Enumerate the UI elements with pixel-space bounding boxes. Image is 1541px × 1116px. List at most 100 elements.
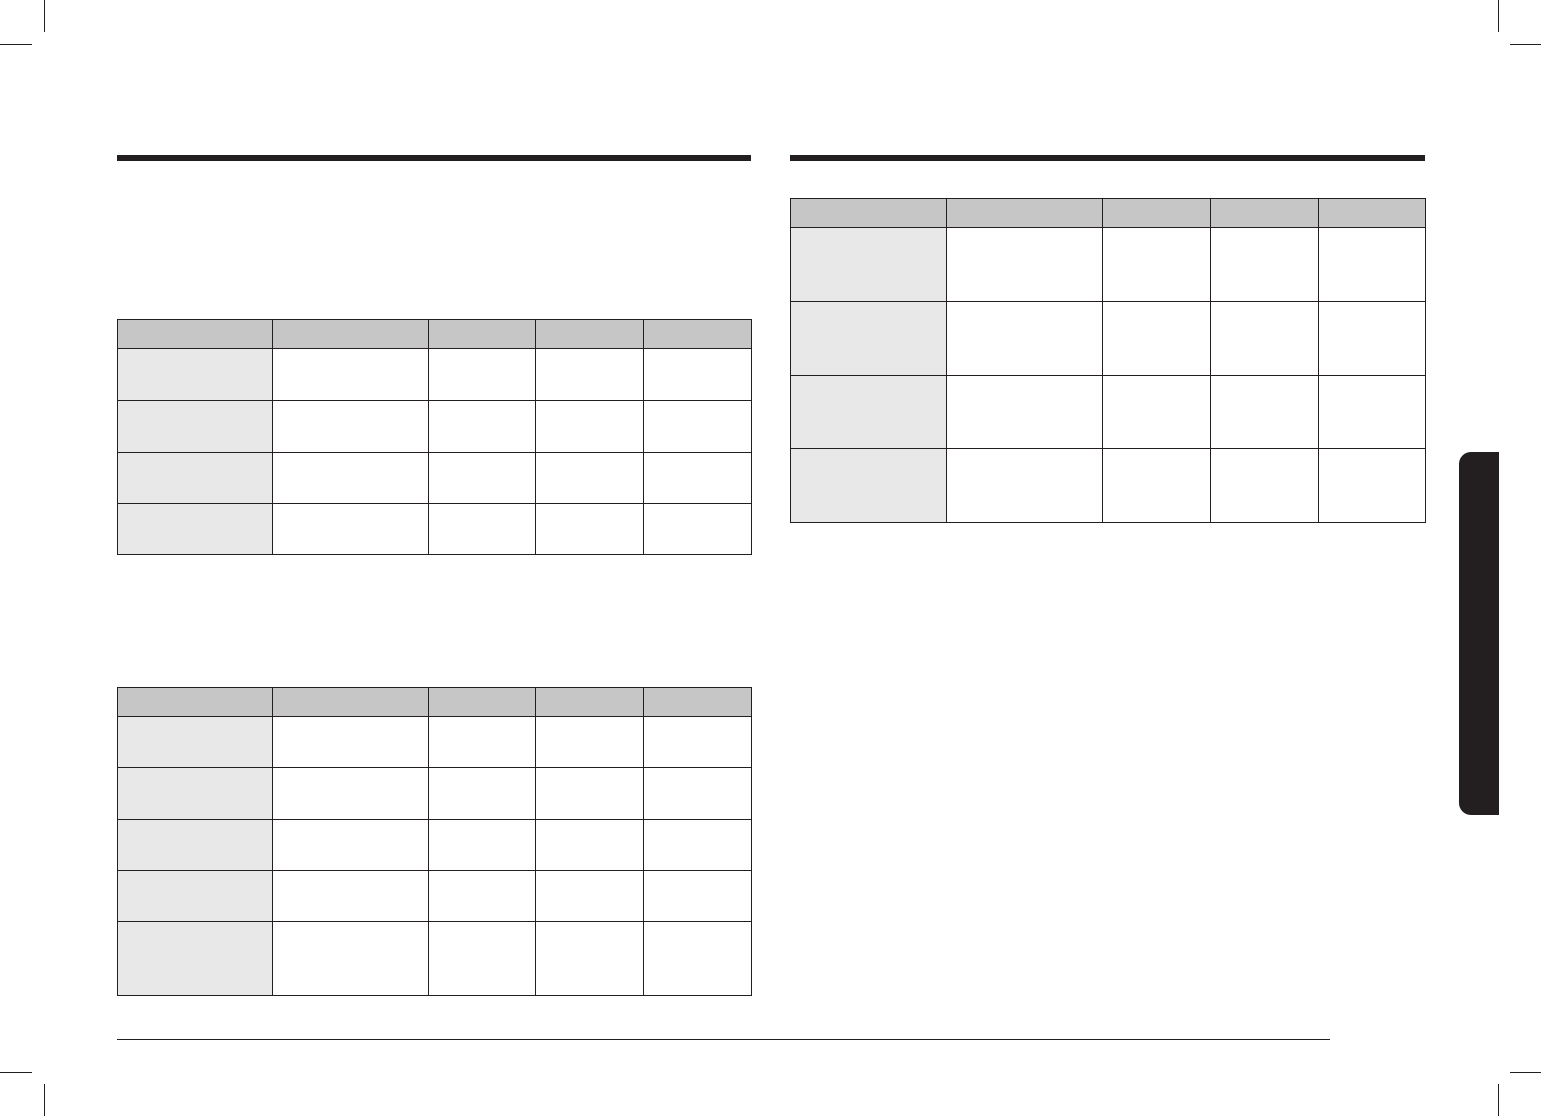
table-header-cell [428,319,536,349]
table-header-cell [946,198,1103,228]
table-cell [790,448,947,523]
table-cell [1210,448,1319,523]
table-cell [117,819,273,871]
crop-mark [1498,0,1499,32]
table-cell [428,921,536,996]
table-header-cell [117,687,273,717]
table-cell [272,503,429,555]
table-cell [1102,227,1211,302]
table-cell [272,400,429,453]
table-cell [428,348,536,401]
table-cell [428,819,536,871]
left-table-1 [117,319,752,555]
table-cell [1102,301,1211,376]
table-header-cell [535,687,644,717]
footer-rule [117,1039,1330,1040]
crop-mark [1510,1072,1541,1073]
table-cell [1318,227,1426,302]
table-cell [643,921,752,996]
table-cell [428,452,536,504]
table-header-cell [1318,198,1426,228]
table-cell [272,819,429,871]
table-cell [428,870,536,922]
table-row [117,767,752,820]
table-cell [535,870,644,922]
crop-mark [0,1072,32,1073]
left-table-2 [117,687,752,996]
table-row [790,448,1426,523]
right-section-heading-bar [790,155,1425,161]
table-header-cell [428,687,536,717]
table-cell [946,227,1103,302]
table-cell [117,716,273,768]
table-cell [535,400,644,453]
table-cell [428,716,536,768]
table-row [790,301,1426,376]
table-cell [535,921,644,996]
table-cell [643,767,752,820]
crop-mark [0,44,32,45]
table-row [117,452,752,504]
table-cell [272,870,429,922]
table-cell [1210,301,1319,376]
table-cell [946,301,1103,376]
table-cell [535,348,644,401]
table-cell [1318,448,1426,523]
table-cell [1210,375,1319,449]
table-cell [790,301,947,376]
table-row [117,503,752,555]
table-cell [790,227,947,302]
table-cell [117,348,273,401]
table-row [117,819,752,871]
table-cell [1102,448,1211,523]
left-section-heading-bar [117,155,751,161]
table-cell [117,400,273,453]
table-row [117,716,752,768]
table-cell [946,448,1103,523]
crop-mark [44,1084,45,1116]
table-cell [1102,375,1211,449]
table-header-cell [272,319,429,349]
table-row [117,348,752,401]
table-cell [643,716,752,768]
table-header-cell [643,687,752,717]
table-cell [643,870,752,922]
table-cell [643,819,752,871]
table-cell [1318,301,1426,376]
table-cell [535,767,644,820]
table-cell [117,452,273,504]
crop-mark [44,0,45,32]
table-cell [643,503,752,555]
table-cell [117,921,273,996]
table-cell [428,503,536,555]
table-cell [535,452,644,504]
table-header-row [117,687,752,717]
table-cell [946,375,1103,449]
table-header-row [117,319,752,349]
table-cell [643,452,752,504]
table-row [790,227,1426,302]
table-cell [117,503,273,555]
table-cell [428,767,536,820]
table-cell [643,400,752,453]
table-row [117,870,752,922]
chapter-side-tab [1459,452,1499,815]
table-cell [1318,375,1426,449]
table-header-cell [117,319,273,349]
table-cell [428,400,536,453]
table-cell [535,503,644,555]
table-header-cell [643,319,752,349]
right-table-1 [790,198,1426,523]
table-row [117,400,752,453]
table-header-cell [272,687,429,717]
table-cell [117,767,273,820]
table-cell [790,375,947,449]
crop-mark [1498,1084,1499,1116]
table-cell [117,870,273,922]
table-row [117,921,752,996]
table-cell [272,452,429,504]
table-cell [272,921,429,996]
table-header-cell [535,319,644,349]
table-header-row [790,198,1426,228]
